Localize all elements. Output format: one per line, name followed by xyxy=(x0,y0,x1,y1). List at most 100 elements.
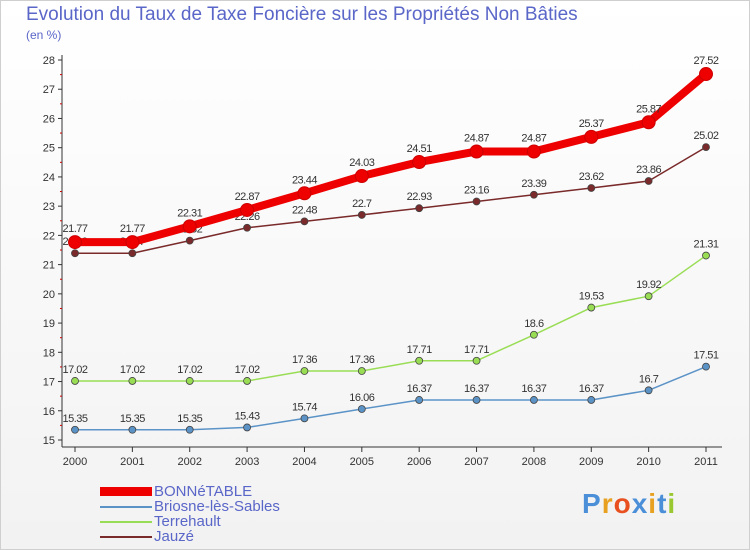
data-point xyxy=(357,211,366,219)
data-point xyxy=(185,236,194,245)
data-point xyxy=(699,67,713,82)
data-point xyxy=(357,367,366,375)
data-point xyxy=(185,377,194,385)
data-label: 25.87 xyxy=(636,103,661,115)
data-point xyxy=(354,169,369,184)
logo-letter: i xyxy=(648,488,658,519)
data-label: 17.36 xyxy=(292,354,317,366)
data-point xyxy=(472,356,481,365)
data-point xyxy=(587,303,596,312)
x-tick-label: 2000 xyxy=(63,456,87,468)
x-tick-label: 2006 xyxy=(407,456,431,468)
data-label: 16.06 xyxy=(349,392,374,404)
x-tick-label: 2003 xyxy=(235,456,259,468)
data-label: 17.71 xyxy=(407,344,432,356)
data-label: 15.35 xyxy=(177,413,202,425)
data-point xyxy=(644,386,653,395)
data-point xyxy=(584,129,599,144)
data-label: 18.6 xyxy=(524,318,544,330)
data-point xyxy=(587,396,596,404)
logo-letter: x xyxy=(631,488,649,519)
x-tick-label: 2005 xyxy=(350,456,374,468)
chart-unit-label: (en %) xyxy=(26,28,62,42)
x-tick-label: 2007 xyxy=(464,456,488,468)
data-point xyxy=(526,144,541,159)
x-tick-label: 2001 xyxy=(120,456,144,468)
data-point xyxy=(182,219,197,234)
legend-item-bonnetable: BONNéTABLE xyxy=(100,484,280,499)
y-tick-label: 20 xyxy=(43,289,55,301)
data-label: 17.02 xyxy=(62,364,87,376)
y-tick-label: 15 xyxy=(43,435,55,447)
data-point xyxy=(128,425,137,434)
y-tick-label: 22 xyxy=(43,230,55,242)
data-point xyxy=(641,115,656,130)
data-label: 17.51 xyxy=(693,350,718,362)
data-point xyxy=(68,235,82,250)
data-point xyxy=(644,292,653,301)
logo-letter: o xyxy=(613,488,632,519)
y-tick-label: 17 xyxy=(43,377,55,389)
y-tick-label: 27 xyxy=(43,84,55,96)
x-tick-label: 2008 xyxy=(522,456,546,468)
data-point xyxy=(412,155,427,170)
data-label: 16.7 xyxy=(639,373,659,385)
data-label: 15.35 xyxy=(120,413,145,425)
data-label: 27.52 xyxy=(693,55,718,67)
series-line-3 xyxy=(74,146,707,254)
data-label: 24.03 xyxy=(349,157,374,169)
data-label: 22.48 xyxy=(292,204,317,216)
data-point xyxy=(71,249,79,258)
data-point xyxy=(357,405,366,413)
y-tick-label: 28 xyxy=(43,55,55,67)
x-tick-label: 2010 xyxy=(636,456,660,468)
proxiti-logo: Proxiti xyxy=(582,488,676,520)
data-label: 24.51 xyxy=(407,143,432,155)
data-label: 23.86 xyxy=(636,164,661,176)
data-label: 17.36 xyxy=(349,354,374,366)
legend: BONNéTABLE Briosne-lès-Sables Terrehault… xyxy=(100,484,280,544)
series-line-2 xyxy=(74,254,707,382)
data-point xyxy=(71,377,79,385)
data-point xyxy=(644,177,653,185)
data-label: 24.87 xyxy=(521,132,546,144)
data-point xyxy=(530,396,538,404)
data-label: 16.37 xyxy=(407,383,432,395)
data-point xyxy=(702,251,710,260)
data-point xyxy=(243,423,251,432)
data-label: 17.71 xyxy=(464,344,489,356)
y-tick-label: 19 xyxy=(43,318,55,330)
data-point xyxy=(71,425,79,434)
y-tick-label: 24 xyxy=(43,172,55,184)
data-label: 17.02 xyxy=(235,364,260,376)
legend-label-bonnetable: BONNéTABLE xyxy=(154,483,253,500)
data-label: 17.02 xyxy=(177,364,202,376)
data-label: 16.37 xyxy=(464,383,489,395)
y-tick-label: 18 xyxy=(43,347,55,359)
data-point xyxy=(702,143,710,152)
data-label: 23.44 xyxy=(292,174,317,186)
data-label: 22.87 xyxy=(235,191,260,203)
data-label: 22.31 xyxy=(177,207,202,219)
data-label: 21.77 xyxy=(120,223,145,235)
series-line-0 xyxy=(71,70,710,247)
data-point xyxy=(185,425,194,434)
data-point xyxy=(300,217,309,226)
data-label: 15.74 xyxy=(292,401,317,413)
data-point xyxy=(469,144,484,159)
data-label: 15.43 xyxy=(235,410,260,422)
data-point xyxy=(530,190,538,199)
data-label: 19.92 xyxy=(636,279,661,291)
data-point xyxy=(128,249,137,258)
data-point xyxy=(128,377,137,385)
data-label: 25.02 xyxy=(693,130,718,142)
data-point xyxy=(415,396,424,404)
data-point xyxy=(243,377,251,385)
data-point xyxy=(702,362,710,371)
data-label: 16.37 xyxy=(579,383,604,395)
data-label: 22.7 xyxy=(352,198,372,210)
legend-item-briosne: Briosne-lès-Sables xyxy=(100,499,280,514)
series-line-1 xyxy=(74,365,707,431)
